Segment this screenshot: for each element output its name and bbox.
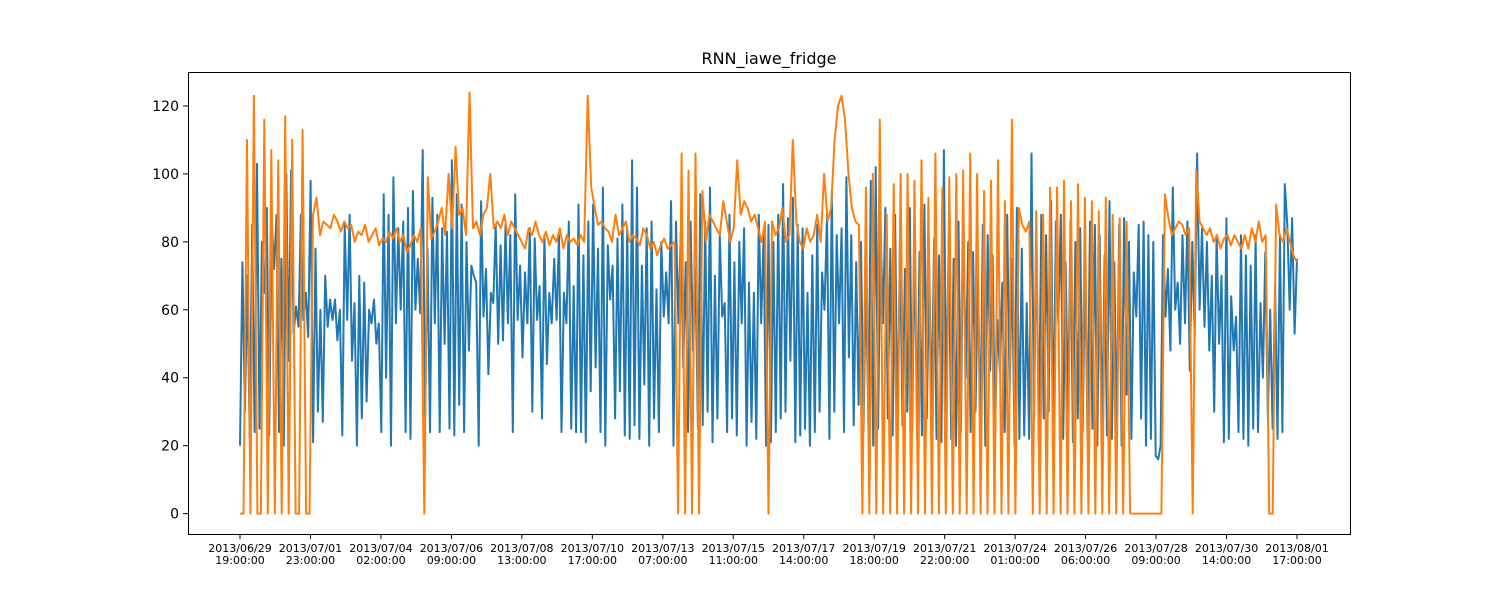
x-tick-label-time: 14:00:00 [1202, 554, 1251, 567]
y-tick-label: 80 [161, 235, 179, 251]
x-tick-label-date: 2013/07/17 [772, 542, 835, 555]
x-tick-label-date: 2013/07/19 [842, 542, 905, 555]
x-tick-label-date: 2013/07/15 [702, 542, 765, 555]
y-tick-label: 60 [161, 303, 179, 319]
x-tick-label-time: 09:00:00 [1131, 554, 1180, 567]
x-tick-label-date: 2013/07/28 [1124, 542, 1187, 555]
x-tick-label-date: 2013/07/08 [490, 542, 553, 555]
x-tick-label-date: 2013/07/01 [279, 542, 342, 555]
series-line-1 [239, 149, 1298, 461]
x-tick-label-date: 2013/07/30 [1195, 542, 1258, 555]
x-tick-label-date: 2013/07/24 [983, 542, 1046, 555]
x-tick-label-time: 19:00:00 [215, 554, 264, 567]
x-tick-label-time: 11:00:00 [709, 554, 758, 567]
x-tick-label-time: 17:00:00 [1272, 554, 1321, 567]
x-tick-label-time: 06:00:00 [1061, 554, 1110, 567]
x-tick-label-date: 2013/06/29 [208, 542, 271, 555]
x-tick-label-time: 09:00:00 [427, 554, 476, 567]
x-tick-label-time: 22:00:00 [920, 554, 969, 567]
x-tick-label-time: 14:00:00 [779, 554, 828, 567]
x-tick-label-date: 2013/07/26 [1054, 542, 1117, 555]
plot-area-frame [188, 72, 1351, 535]
x-tick-label-date: 2013/07/06 [420, 542, 483, 555]
x-tick-label-time: 18:00:00 [849, 554, 898, 567]
series-layer [239, 91, 1298, 515]
y-tick-label: 120 [152, 99, 179, 115]
y-tick-label: 20 [161, 439, 179, 455]
x-tick-label-date: 2013/07/13 [631, 542, 694, 555]
y-axis: 0 20 40 60 80 100 120 [152, 99, 188, 523]
x-tick-label-time: 01:00:00 [990, 554, 1039, 567]
x-tick-label-date: 2013/07/21 [913, 542, 976, 555]
x-tick-label-date: 2013/08/01 [1265, 542, 1328, 555]
y-tick-label: 40 [161, 371, 179, 387]
x-tick-label-time: 23:00:00 [286, 554, 335, 567]
x-tick-label-time: 13:00:00 [497, 554, 546, 567]
x-tick-label-time: 07:00:00 [638, 554, 687, 567]
chart-title: RNN_iawe_fridge [701, 49, 836, 69]
series-line-2 [240, 91, 1298, 515]
x-tick-label-time: 02:00:00 [356, 554, 405, 567]
y-tick-label: 0 [170, 507, 179, 523]
x-tick-label-date: 2013/07/10 [561, 542, 624, 555]
y-tick-label: 100 [152, 167, 179, 183]
x-tick-label-time: 17:00:00 [568, 554, 617, 567]
x-tick-label-date: 2013/07/04 [349, 542, 412, 555]
